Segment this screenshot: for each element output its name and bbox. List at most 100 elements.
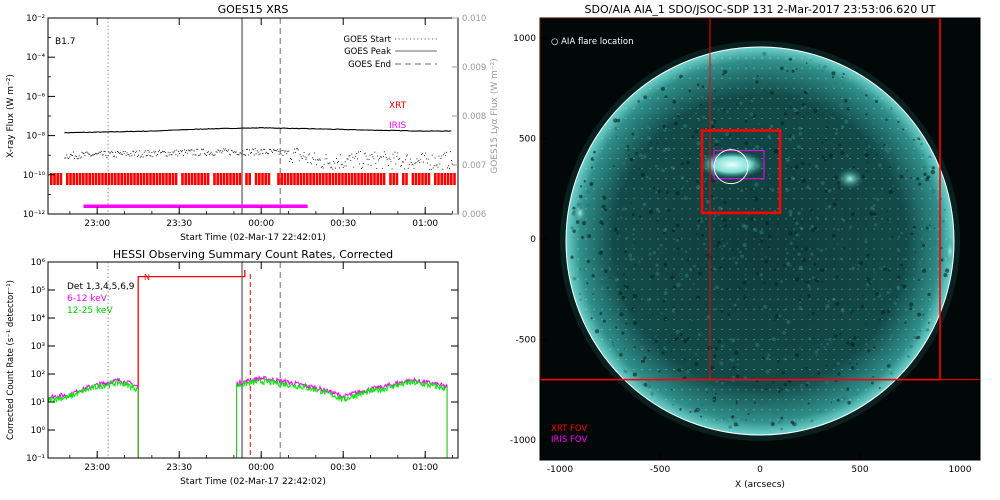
- sun-texture-speck: [581, 235, 585, 239]
- sun-grid-dot: [665, 117, 667, 120]
- sun-texture-speck: [880, 310, 886, 315]
- sun-texture-speck: [640, 346, 645, 351]
- sun-grid-dot: [673, 218, 675, 220]
- goes-short-point: [395, 163, 397, 165]
- sun-grid-dots: [577, 57, 947, 421]
- sun-texture-speck: [769, 124, 774, 128]
- goes-short-point: [394, 151, 396, 153]
- sun-grid-dot: [649, 178, 651, 180]
- sun-grid-dot: [785, 328, 787, 330]
- sun-grid-dot: [785, 137, 787, 140]
- sun-texture-speck: [853, 336, 857, 340]
- hessi-plot-frame: [47, 261, 459, 459]
- sun-grid-dot: [761, 328, 763, 330]
- sun-grid-dot: [881, 127, 883, 130]
- sun-grid-dot: [753, 188, 755, 190]
- sun-grid-dot: [889, 127, 891, 130]
- sun-grid-dot: [681, 198, 683, 200]
- sun-grid-dot: [913, 137, 915, 140]
- sun-grid-dot: [713, 57, 715, 59]
- sun-grid-dot: [881, 278, 883, 280]
- sun-grid-dot: [737, 198, 739, 200]
- sun-grid-dot: [769, 188, 771, 190]
- sun-grid-dot: [905, 338, 907, 341]
- sun-grid-dot: [609, 228, 611, 230]
- sun-texture-speck: [693, 269, 695, 271]
- goes-short-point: [198, 155, 200, 156]
- sun-texture-speck: [616, 232, 619, 235]
- sun-texture-speck: [741, 407, 744, 410]
- sun-grid-dot: [657, 278, 659, 280]
- sun-grid-dot: [657, 158, 659, 160]
- sun-texture-speck: [667, 84, 670, 87]
- sun-grid-dot: [721, 148, 723, 150]
- sun-grid-dot: [705, 117, 707, 120]
- sun-grid-dot: [601, 288, 603, 290]
- sun-grid-dot: [729, 117, 731, 120]
- sun-texture-speck: [806, 185, 810, 190]
- sun-grid-dot: [689, 218, 691, 220]
- sun-grid-dot: [809, 117, 811, 120]
- sun-texture-speck: [655, 207, 659, 212]
- goes-short-point: [197, 148, 199, 150]
- sun-grid-dot: [625, 228, 627, 230]
- sun-texture-speck: [648, 380, 651, 383]
- sun-grid-dot: [689, 87, 691, 89]
- sun-texture-speck: [805, 69, 808, 72]
- sun-grid-dot: [937, 238, 939, 240]
- sun-texture-speck: [871, 381, 874, 385]
- sun-grid-dot: [633, 268, 635, 270]
- sun-grid-dot: [841, 338, 843, 341]
- sun-texture-speck: [681, 162, 684, 165]
- sun-texture-speck: [697, 218, 702, 223]
- sun-grid-dot: [825, 188, 827, 190]
- sun-texture-speck: [873, 223, 877, 227]
- sun-grid-dot: [697, 97, 699, 99]
- sun-grid-dot: [785, 278, 787, 280]
- sun-grid-dot: [825, 148, 827, 150]
- sun-grid-dot: [865, 308, 867, 310]
- sun-texture-speck: [716, 240, 721, 245]
- sun-texture-speck: [688, 152, 692, 155]
- sun-grid-dot: [921, 198, 923, 200]
- sun-grid-dot: [649, 97, 651, 99]
- sun-grid-dot: [617, 358, 619, 361]
- goes-short-point: [301, 158, 303, 159]
- sun-texture-speck: [841, 125, 845, 129]
- sun-grid-dot: [945, 228, 947, 230]
- sun-grid-dot: [825, 248, 827, 250]
- goes-short-point: [67, 157, 69, 159]
- sun-texture-speck: [663, 346, 667, 350]
- sun-texture-speck: [754, 182, 759, 187]
- sun-grid-dot: [657, 228, 659, 230]
- sun-grid-dot: [729, 308, 731, 310]
- sun-grid-dot: [745, 308, 747, 310]
- sun-grid-dot: [825, 97, 827, 99]
- sun-texture-speck: [710, 63, 713, 66]
- sun-texture-speck: [744, 119, 748, 123]
- sun-grid-dot: [913, 288, 915, 290]
- sun-grid-dot: [777, 389, 779, 391]
- sun-texture-speck: [782, 330, 787, 335]
- goes-short-point: [342, 167, 344, 168]
- sun-grid-dot: [697, 369, 699, 371]
- goes-short-point: [259, 153, 261, 155]
- goes-short-point: [185, 150, 187, 151]
- sun-grid-dot: [937, 258, 939, 260]
- sun-texture-speck: [599, 312, 603, 316]
- aia-xtick-label: -500: [650, 465, 671, 475]
- sun-grid-dot: [729, 198, 731, 200]
- sun-texture-speck: [904, 334, 909, 339]
- sun-grid-dot: [689, 278, 691, 280]
- sun-grid-dot: [825, 87, 827, 89]
- goes-short-point: [258, 154, 260, 156]
- sun-grid-dot: [729, 137, 731, 140]
- sun-grid-dot: [649, 358, 651, 361]
- sun-texture-speck: [570, 226, 574, 230]
- sun-texture-speck: [780, 121, 785, 126]
- sun-grid-dot: [577, 258, 579, 260]
- sun-grid-dot: [649, 338, 651, 341]
- sun-grid-dot: [817, 389, 819, 391]
- sun-grid-dot: [673, 358, 675, 361]
- sun-grid-dot: [897, 258, 899, 260]
